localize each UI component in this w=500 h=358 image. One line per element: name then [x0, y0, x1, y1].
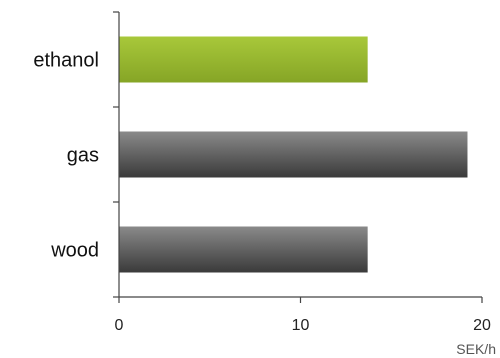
category-label-wood: wood [50, 240, 99, 262]
x-unit-label: SEK/h [456, 341, 496, 357]
bar-wood [119, 226, 368, 273]
bar-ethanol [119, 36, 368, 83]
bar-gas [119, 131, 468, 178]
x-tick-label: 20 [473, 317, 491, 334]
bars-layer [119, 36, 468, 273]
category-label-ethanol: ethanol [33, 50, 99, 72]
category-label-gas: gas [67, 145, 99, 167]
x-tick-label: 10 [292, 317, 310, 334]
x-ticks: 0 10 20 [113, 11, 491, 334]
x-tick-label: 0 [115, 317, 124, 334]
category-labels: ethanol gas wood [33, 50, 99, 262]
